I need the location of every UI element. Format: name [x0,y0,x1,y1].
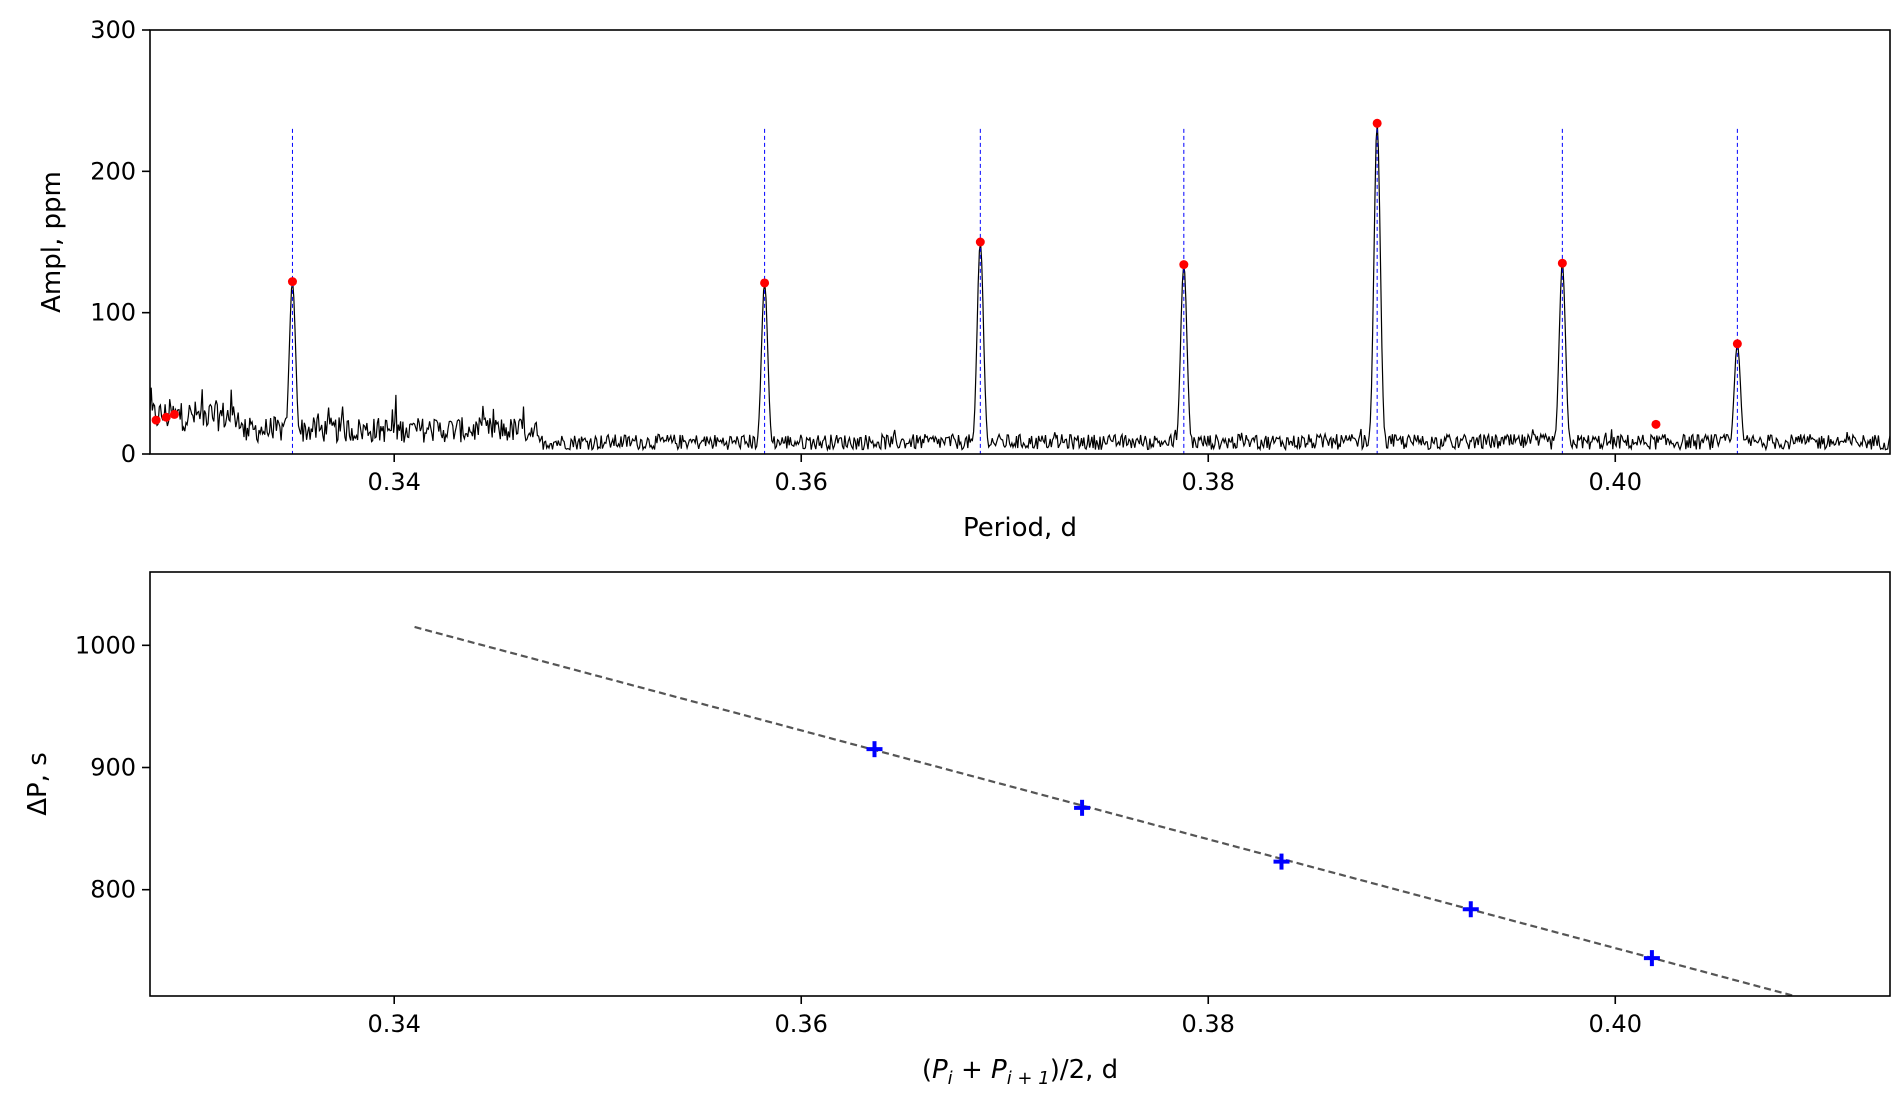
periodogram-y-ticks: 0 100 200 300 [90,16,150,468]
periodogram-trace [150,123,1890,452]
period-spacing-frame [149,571,1891,997]
detected-peak-point [1732,339,1742,349]
periodogram-x-tick-label: 0.36 [775,468,828,496]
detected-peak-point [1179,260,1189,270]
period-spacing-y-ticks: 800 900 1000 [75,631,150,904]
detected-peak-point [1557,258,1567,268]
linear-fit-line [414,625,1795,996]
periodogram-frame [149,29,1891,455]
period-spacing-point [866,741,883,758]
period-spacing-point [1643,950,1660,967]
detected-peak-point [1372,118,1382,128]
detected-peak-point [161,412,171,422]
period-spacing-x-tick-label: 0.38 [1182,1010,1235,1038]
periodogram-plot-area [150,118,1890,454]
period-spacing-x-tick-label: 0.40 [1589,1010,1642,1038]
period-spacing-plot-area [414,625,1795,996]
period-spacing-x-axis-label: (Pi + Pi + 1)/2, d [922,1055,1118,1089]
period-spacing-point [1273,853,1290,870]
period-spacing-y-tick-label: 1000 [75,631,136,659]
detected-peak-point [151,415,161,425]
period-spacing-panel: 0.34 0.36 0.38 0.40 800 900 1000 (Pi + Pi + 1… [23,571,1891,1089]
periodogram-x-axis-label: Period, d [963,513,1077,543]
detected-peak-point [760,278,770,288]
periodogram-y-tick-label: 300 [90,16,136,44]
periodogram-panel: 0.34 0.36 0.38 0.40 0 100 200 300 Period, d Am… [37,16,1891,543]
period-spacing-x-tick-label: 0.36 [775,1010,828,1038]
period-spacing-x-ticks: 0.34 0.36 0.38 0.40 [367,996,1642,1038]
period-spacing-y-tick-label: 900 [90,754,136,782]
period-spacing-point [1462,901,1479,918]
periodogram-y-tick-label: 200 [90,157,136,185]
periodogram-x-tick-label: 0.34 [367,468,420,496]
period-spacing-x-tick-label: 0.34 [367,1010,420,1038]
periodogram-x-tick-label: 0.38 [1182,468,1235,496]
period-spacing-point [1074,799,1091,816]
period-spacing-y-axis-label: ΔP, s [23,752,53,816]
periodogram-y-tick-label: 0 [121,440,136,468]
detected-peak-point [1651,419,1661,429]
detected-peak-point [287,277,297,287]
periodogram-x-ticks: 0.34 0.36 0.38 0.40 [367,454,1642,496]
detected-peak-point [975,237,985,247]
periodogram-y-axis-label: Ampl, ppm [37,171,67,313]
periodogram-y-tick-label: 100 [90,299,136,327]
periodogram-x-tick-label: 0.40 [1589,468,1642,496]
detected-peak-point [169,409,179,419]
period-spacing-y-tick-label: 800 [90,876,136,904]
